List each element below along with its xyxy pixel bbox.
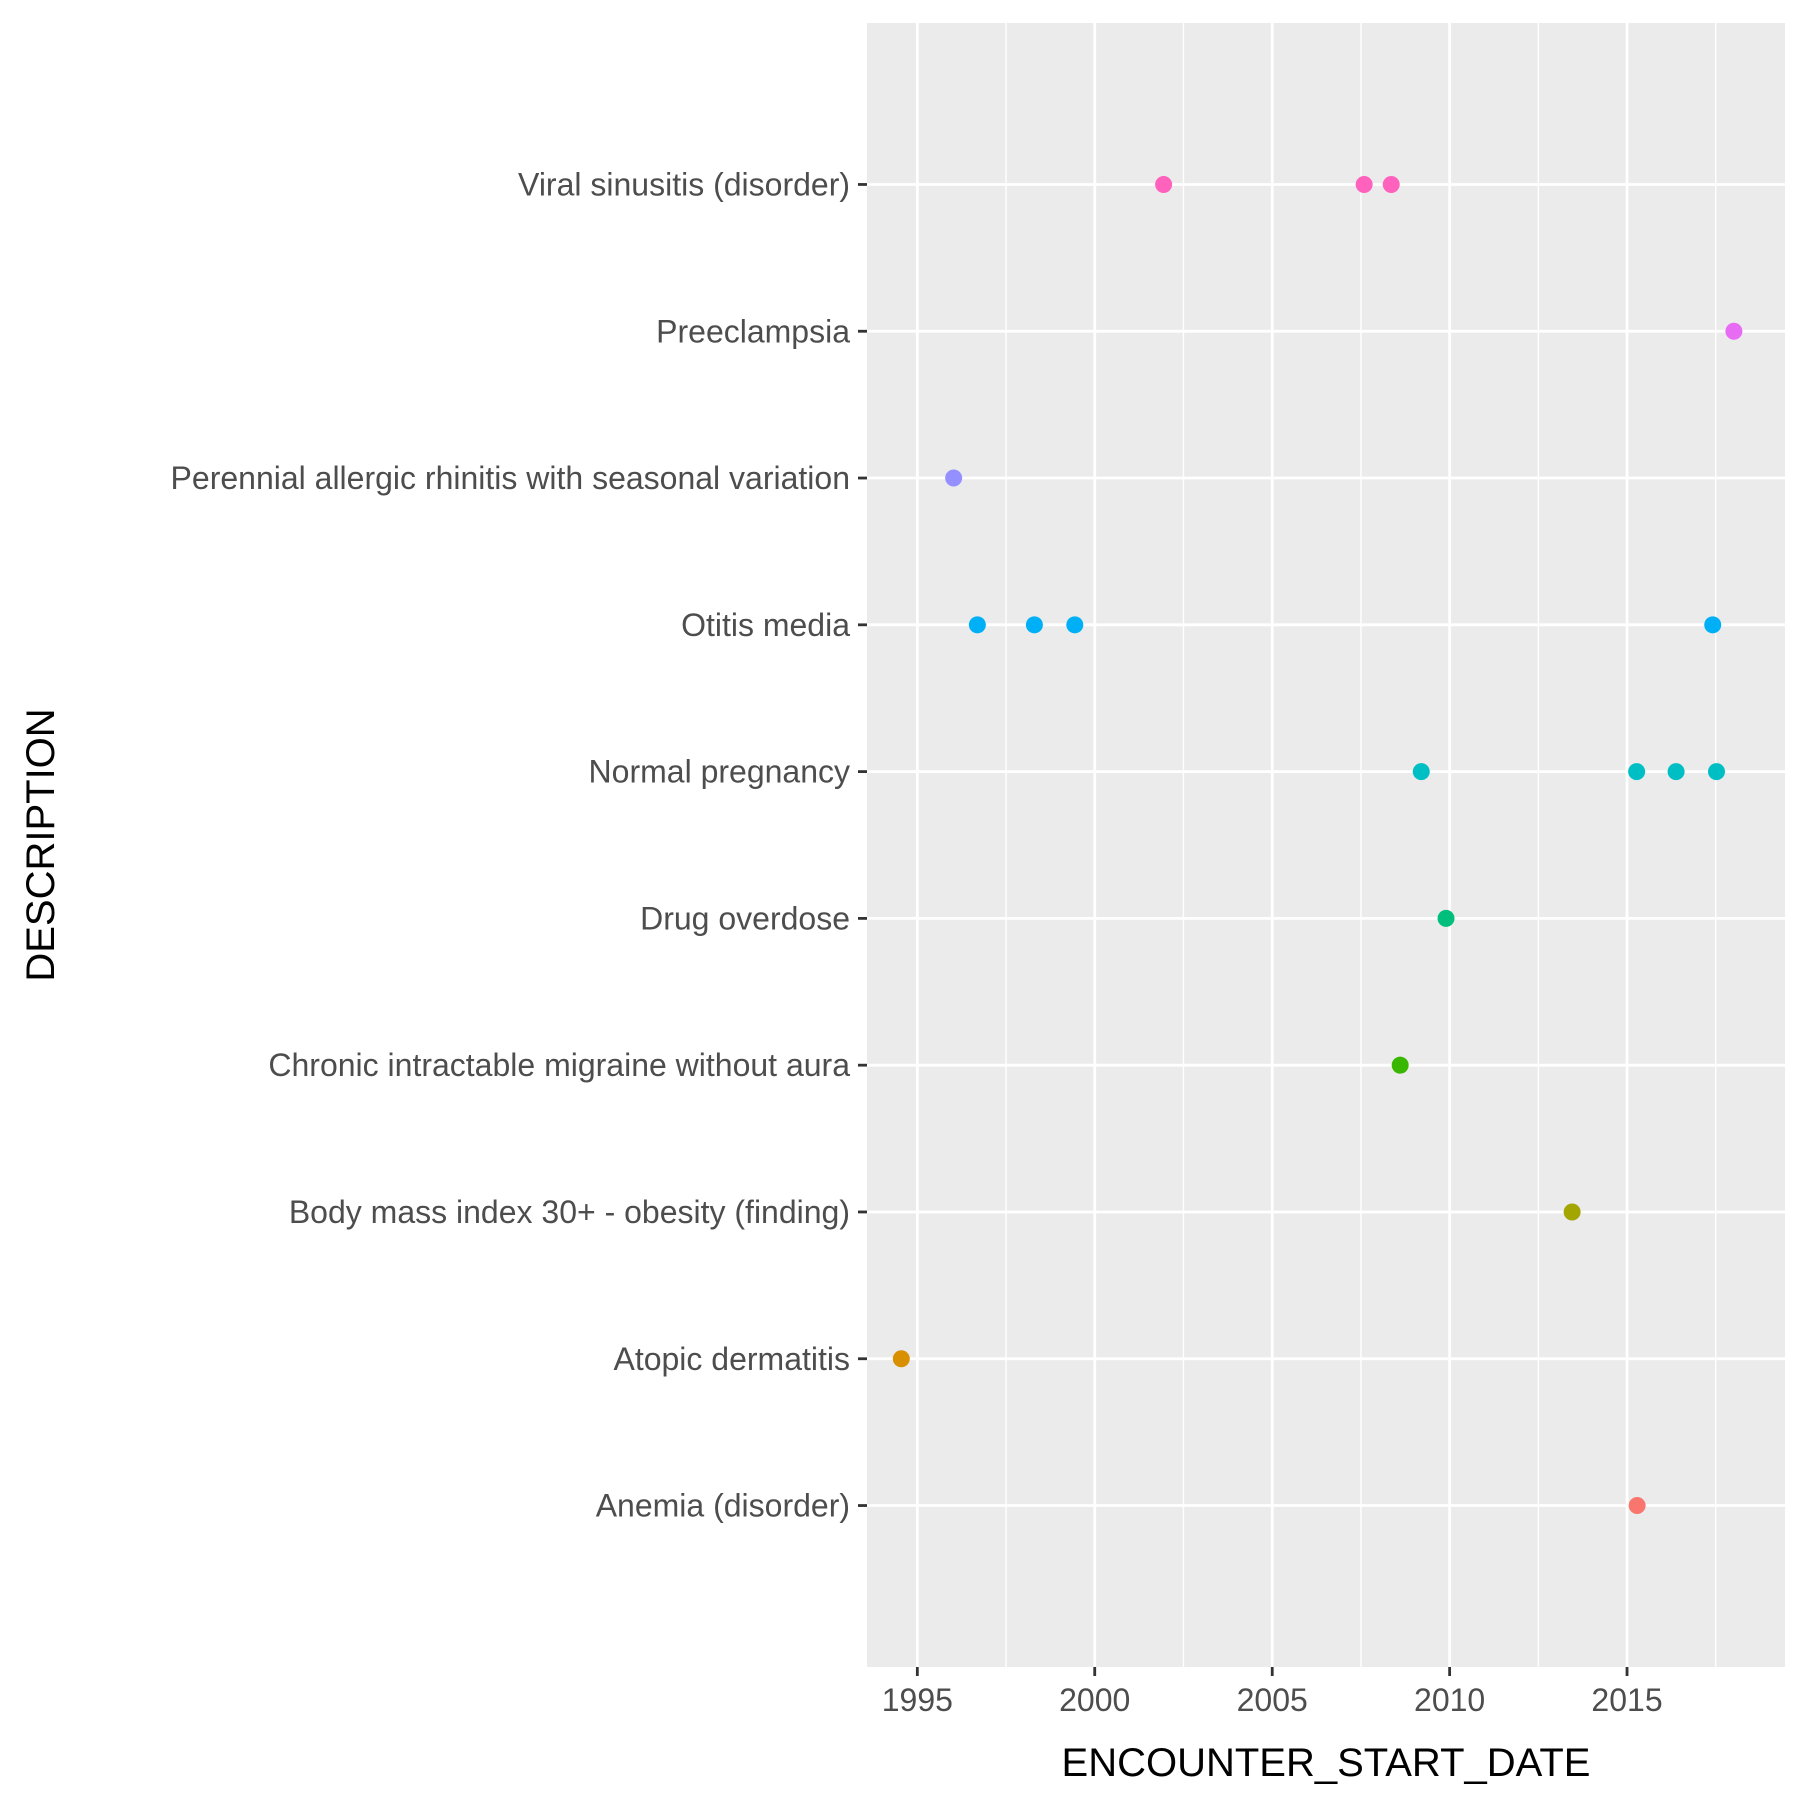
data-point	[1155, 175, 1173, 193]
data-point	[892, 1350, 910, 1368]
y-axis-title: DESCRIPTION	[19, 708, 63, 981]
x-tick-label: 2010	[1414, 1682, 1485, 1718]
x-tick-label: 2005	[1237, 1682, 1308, 1718]
x-tick-label: 2015	[1591, 1682, 1662, 1718]
y-tick-label: Normal pregnancy	[589, 754, 850, 790]
y-tick-label: Anemia (disorder)	[596, 1488, 850, 1524]
data-point	[1628, 1497, 1646, 1515]
x-tick-label: 2000	[1059, 1682, 1130, 1718]
data-point	[968, 616, 986, 634]
data-point	[1382, 175, 1400, 193]
data-point	[1628, 763, 1646, 781]
panel-background	[867, 23, 1785, 1667]
data-point	[1563, 1203, 1581, 1221]
data-point	[1667, 763, 1685, 781]
x-tick-label: 1995	[882, 1682, 953, 1718]
y-tick-label: Viral sinusitis (disorder)	[518, 166, 850, 202]
data-point	[1025, 616, 1043, 634]
y-tick-label: Preeclampsia	[656, 313, 850, 349]
data-point	[1412, 763, 1430, 781]
y-tick-label: Body mass index 30+ - obesity (finding)	[289, 1194, 850, 1230]
y-axis: Anemia (disorder) Atopic dermatitis Body m…	[171, 166, 867, 1524]
data-point	[1708, 763, 1726, 781]
y-tick-label: Drug overdose	[640, 900, 850, 936]
data-point	[1437, 909, 1455, 927]
x-axis-title: ENCOUNTER_START_DATE	[1062, 1741, 1591, 1785]
data-point	[1355, 175, 1373, 193]
data-point	[1066, 616, 1084, 634]
y-tick-label: Otitis media	[681, 607, 850, 643]
data-point	[1391, 1056, 1409, 1074]
x-axis: 1995 2000 2005 2010 2015	[882, 1667, 1663, 1718]
data-point	[945, 469, 963, 487]
y-tick-label: Perennial allergic rhinitis with seasona…	[171, 460, 850, 496]
data-point	[1704, 616, 1722, 634]
y-tick-label: Chronic intractable migraine without aur…	[268, 1047, 850, 1083]
y-tick-label: Atopic dermatitis	[613, 1341, 850, 1377]
data-points	[892, 175, 1743, 1515]
gridlines	[867, 23, 1785, 1667]
data-point	[1725, 322, 1743, 340]
